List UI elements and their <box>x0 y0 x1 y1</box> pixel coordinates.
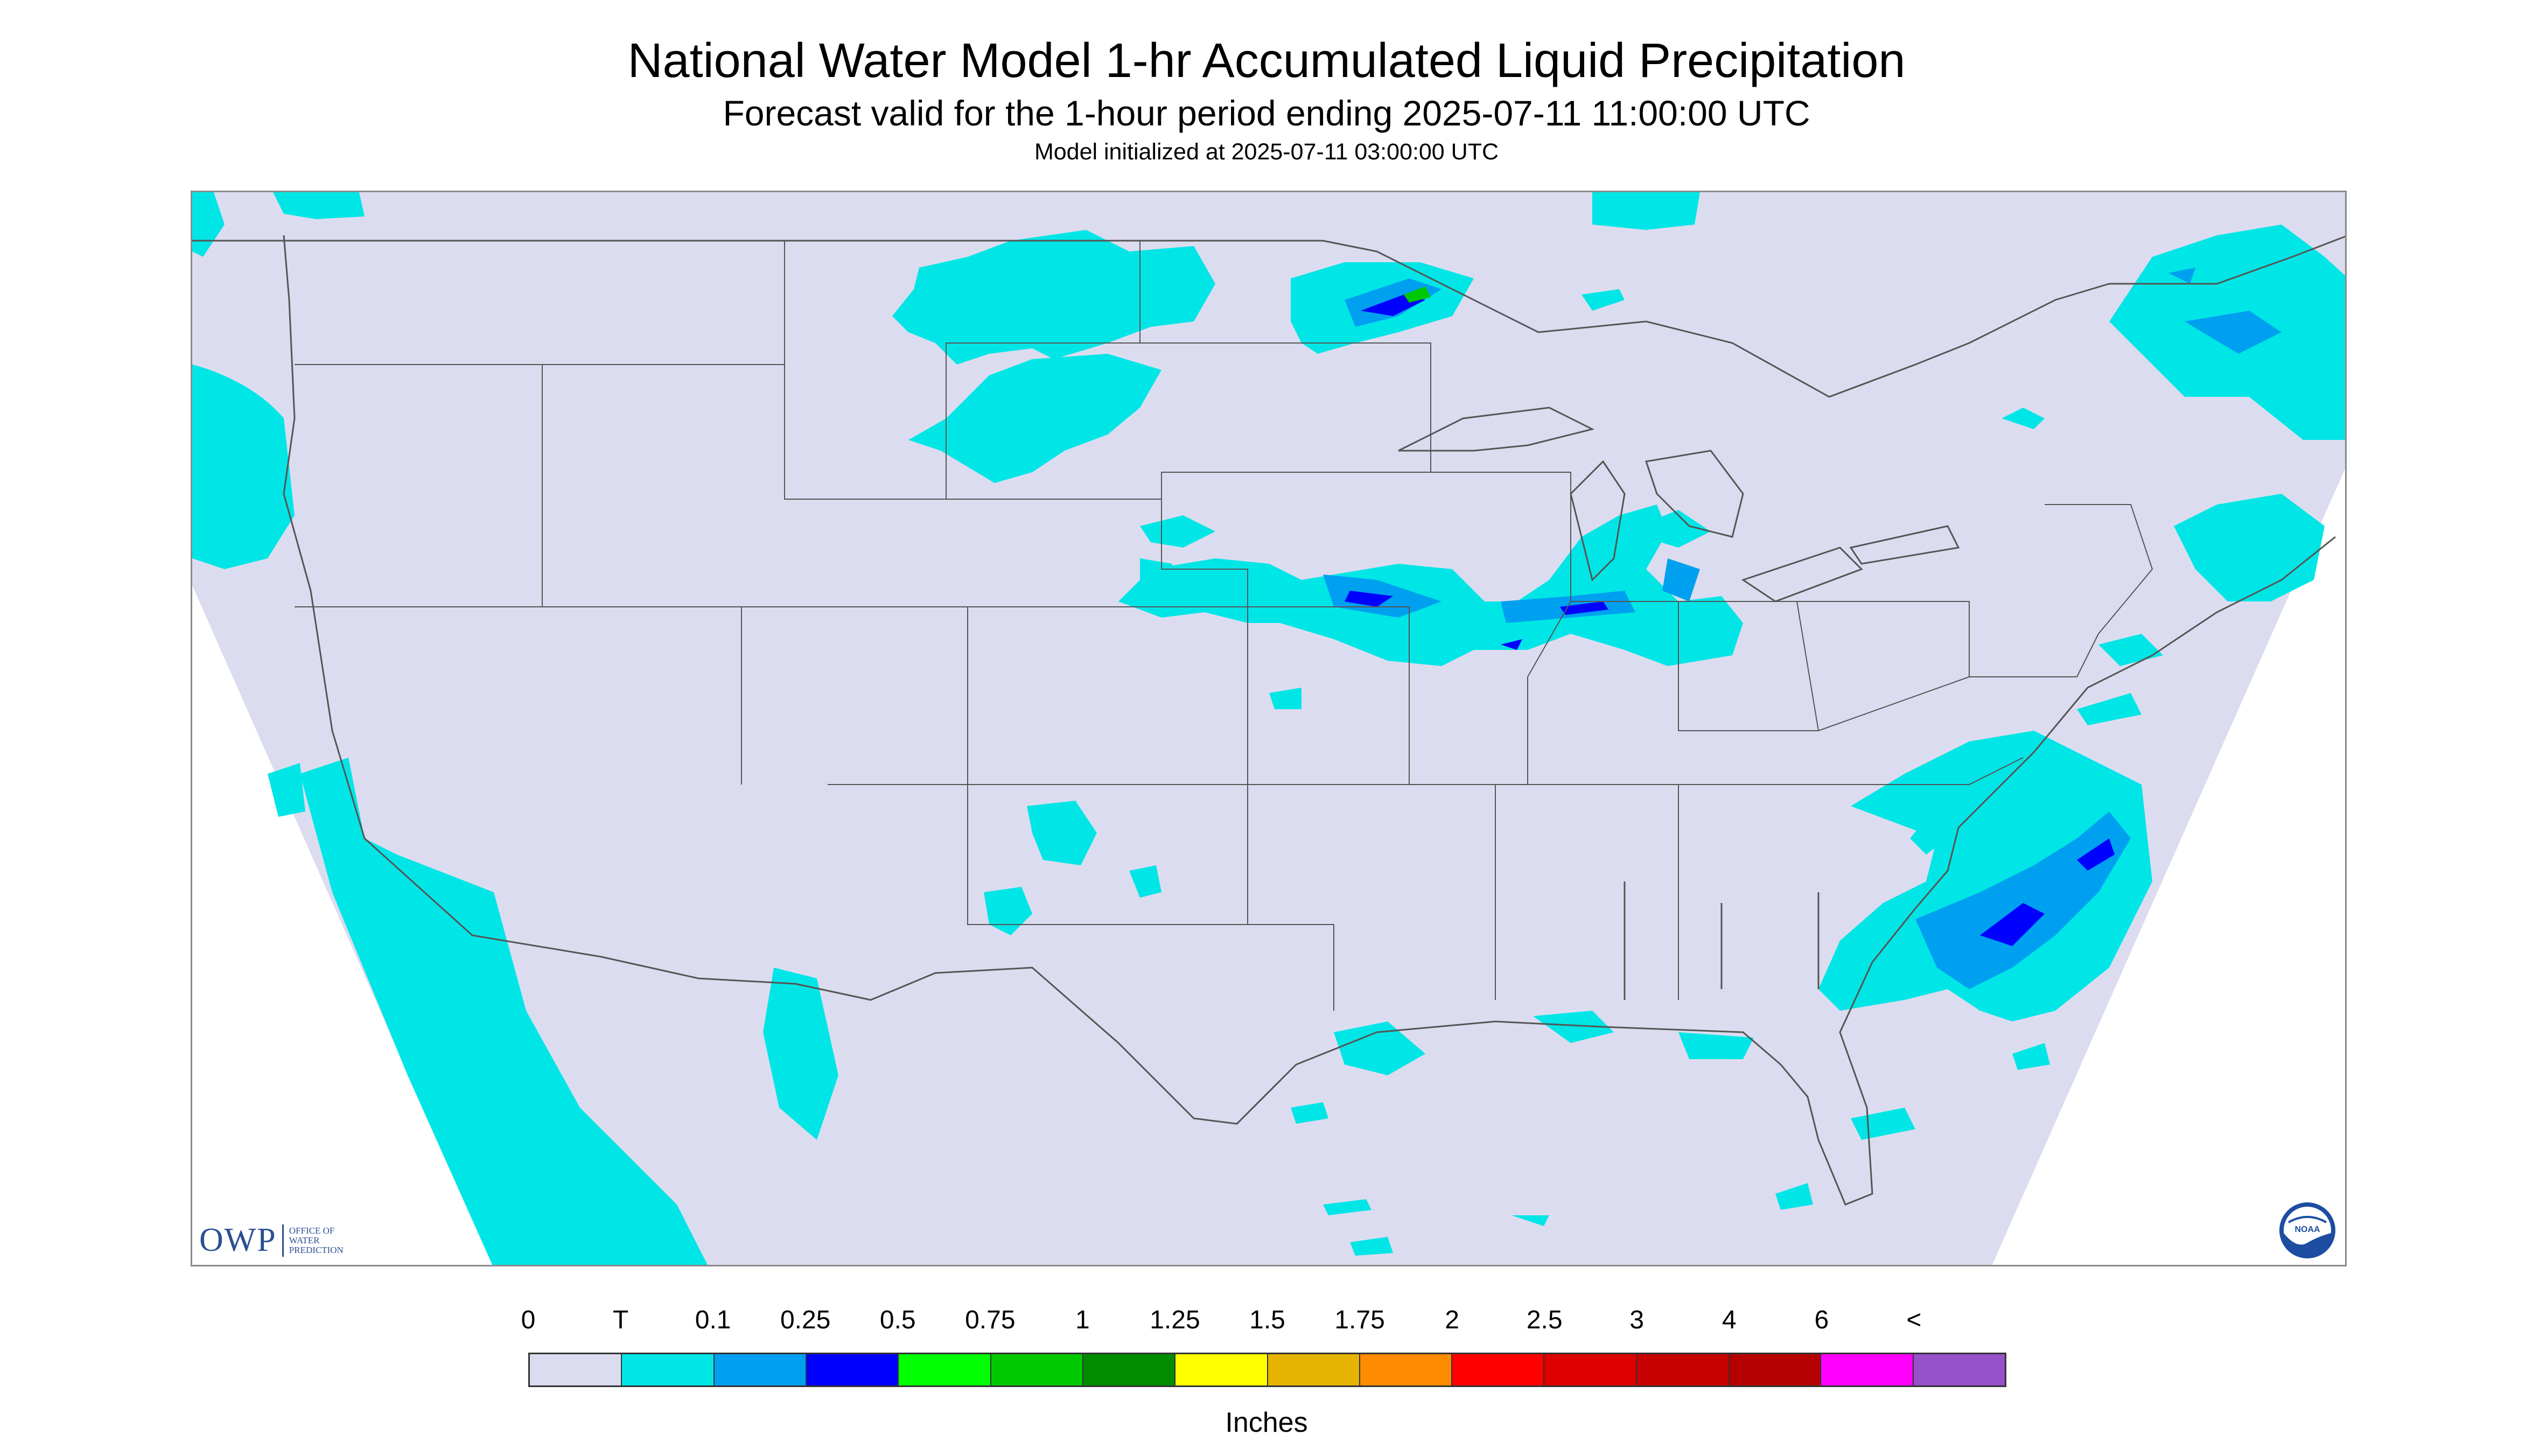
legend-tick-label: 0.25 <box>780 1306 831 1334</box>
southwest-trace <box>763 688 1813 1256</box>
legend-swatch <box>1268 1354 1360 1385</box>
legend-swatch <box>1083 1354 1176 1385</box>
legend-swatch <box>622 1354 715 1385</box>
model-domain <box>192 192 2345 1265</box>
southeast-light <box>1915 811 2131 989</box>
legend-tick-label: 1.5 <box>1249 1306 1285 1334</box>
midwest-heavy <box>1345 591 1608 650</box>
southeast-heavy <box>1980 838 2115 946</box>
legend-units: Inches <box>1225 1407 1308 1438</box>
state-lines <box>295 241 2153 1011</box>
model-init-label: Model initialized at 2025-07-11 03:00:00… <box>1034 139 1499 165</box>
map-subtitle: Forecast valid for the 1-hour period end… <box>723 93 1810 133</box>
legend-swatch <box>1544 1354 1637 1385</box>
legend-swatch <box>1175 1354 1268 1385</box>
legend-tick-label: 4 <box>1722 1306 1737 1334</box>
owp-line-3: PREDICTION <box>289 1244 344 1255</box>
legend-swatch <box>1729 1354 1822 1385</box>
midwest-trace <box>1118 505 1743 666</box>
legend-tick-labels: 0 T 0.1 0.25 0.5 0.75 1 1.25 1.5 1.75 2 2.5 3 4 6 < <box>0 1305 2533 1343</box>
owp-line-2: WATER <box>289 1235 320 1245</box>
legend-tick-label: 0.5 <box>879 1306 916 1334</box>
legend-tick-label: 1 <box>1075 1306 1090 1334</box>
owp-logo-subtext: OFFICE OF WATER PREDICTION <box>289 1226 344 1255</box>
legend-tick-label: 0.75 <box>965 1306 1016 1334</box>
color-legend <box>528 1353 2006 1387</box>
great-lakes <box>1398 407 1960 603</box>
owp-logo-text: OWP <box>199 1222 277 1258</box>
legend-tick-label: 1.75 <box>1334 1306 1385 1334</box>
noaa-logo: NOAA <box>2279 1202 2335 1258</box>
map-title: National Water Model 1-hr Accumulated Li… <box>627 34 1906 88</box>
legend-tick-label: < <box>1906 1306 1922 1334</box>
owp-logo: OWP OFFICE OF WATER PREDICTION <box>199 1221 344 1259</box>
legend-swatch <box>1913 1354 2005 1385</box>
legend-tick-label: 0 <box>521 1306 536 1334</box>
legend-swatch <box>530 1354 622 1385</box>
boundaries <box>192 235 2345 1206</box>
owp-logo-divider <box>282 1224 284 1257</box>
legend-swatch <box>991 1354 1083 1385</box>
legend-swatch <box>714 1354 807 1385</box>
legend-swatch <box>1821 1354 1914 1385</box>
legend-tick-label: 2.5 <box>1526 1306 1563 1334</box>
legend-tick-label: 2 <box>1445 1306 1459 1334</box>
northeast-light <box>2168 268 2282 354</box>
owp-line-1: OFFICE OF <box>289 1225 335 1236</box>
legend-tick-label: 6 <box>1814 1306 1829 1334</box>
legend-swatch <box>1360 1354 1453 1385</box>
noaa-logo-text: NOAA <box>2294 1225 2320 1234</box>
legend-swatch <box>899 1354 991 1385</box>
legend-swatch <box>806 1354 899 1385</box>
legend-tick-label: 0.1 <box>695 1306 731 1334</box>
legend-tick-label: 1.25 <box>1150 1306 1200 1334</box>
map-canvas <box>192 192 2345 1265</box>
legend-tick-label: 3 <box>1629 1306 1645 1334</box>
legend-tick-label: T <box>612 1306 629 1334</box>
precipitation-map <box>191 191 2347 1266</box>
legend-swatch <box>1636 1354 1730 1385</box>
north-plains-core <box>1404 286 1431 303</box>
legend-swatch <box>1452 1354 1545 1385</box>
